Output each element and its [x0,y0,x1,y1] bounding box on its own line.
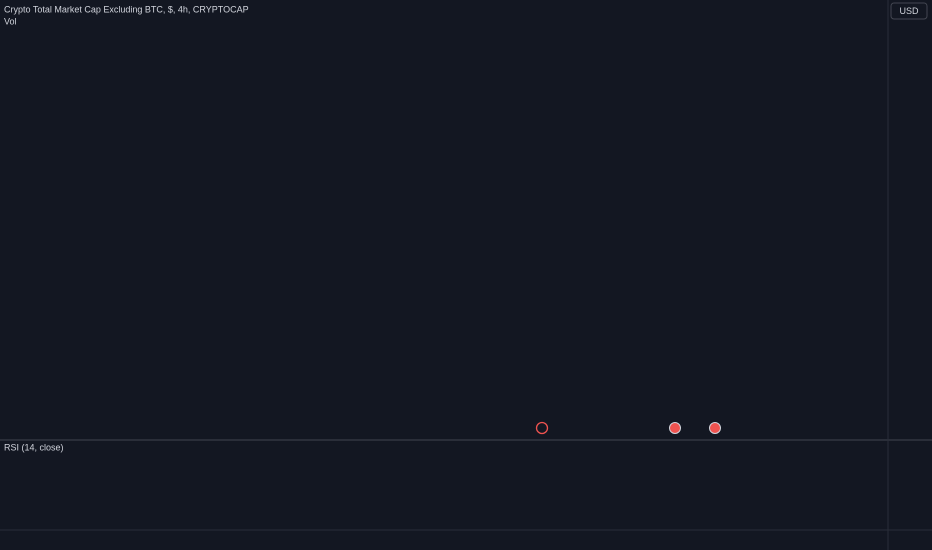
currency-button[interactable] [890,2,928,20]
chart-title: Crypto Total Market Cap Excluding BTC, $… [4,4,249,14]
event-icon[interactable] [535,421,549,435]
volume-title: Vol [4,16,17,26]
rsi-title: RSI (14, close) [4,442,64,452]
event-icon[interactable] [669,422,681,434]
event-icon[interactable] [709,422,721,434]
currency-label[interactable]: USD [899,6,919,16]
event-icons [535,421,721,435]
